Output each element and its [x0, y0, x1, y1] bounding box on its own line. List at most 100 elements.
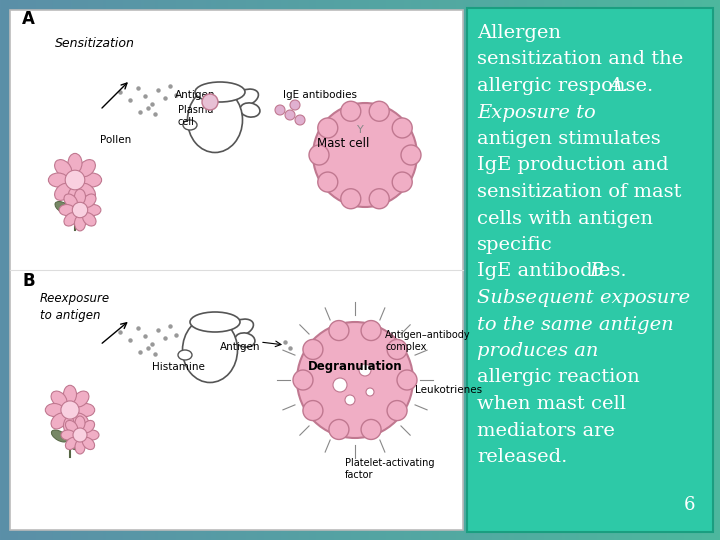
Ellipse shape — [66, 437, 78, 450]
Text: A.: A. — [608, 77, 629, 95]
Text: Sensitization: Sensitization — [55, 37, 135, 50]
Ellipse shape — [55, 201, 73, 214]
FancyBboxPatch shape — [10, 10, 463, 530]
Text: produces an: produces an — [477, 342, 598, 360]
Circle shape — [397, 370, 417, 390]
Circle shape — [359, 364, 371, 376]
Text: Allergen: Allergen — [477, 24, 561, 42]
Circle shape — [366, 388, 374, 396]
Text: 6: 6 — [683, 496, 695, 514]
Ellipse shape — [83, 213, 96, 226]
Text: Pollen: Pollen — [100, 135, 131, 145]
Ellipse shape — [82, 421, 94, 433]
Circle shape — [333, 378, 347, 392]
Ellipse shape — [235, 333, 255, 347]
Text: Platelet-activating
factor: Platelet-activating factor — [345, 458, 434, 481]
Circle shape — [290, 100, 300, 110]
Ellipse shape — [75, 416, 85, 430]
Circle shape — [202, 94, 218, 110]
Text: Reexposure
to antigen: Reexposure to antigen — [40, 292, 110, 322]
Text: Degranulation: Degranulation — [307, 360, 402, 373]
Circle shape — [345, 395, 355, 405]
Circle shape — [61, 401, 79, 419]
Circle shape — [303, 340, 323, 360]
Circle shape — [369, 189, 390, 209]
Text: Mast cell: Mast cell — [317, 137, 369, 150]
Text: Histamine: Histamine — [152, 362, 205, 372]
Text: allergic reaction: allergic reaction — [477, 368, 640, 387]
Circle shape — [318, 172, 338, 192]
Circle shape — [313, 103, 417, 207]
Circle shape — [309, 145, 329, 165]
Ellipse shape — [68, 187, 82, 207]
Text: antigen stimulates: antigen stimulates — [477, 130, 661, 148]
Ellipse shape — [190, 312, 240, 332]
Circle shape — [387, 340, 407, 360]
Circle shape — [387, 401, 407, 421]
Circle shape — [295, 115, 305, 125]
Ellipse shape — [59, 205, 74, 215]
Circle shape — [401, 145, 421, 165]
Ellipse shape — [64, 213, 77, 226]
Text: A: A — [22, 10, 35, 28]
Text: Antigen: Antigen — [220, 342, 261, 352]
Text: B.: B. — [589, 262, 610, 280]
Text: when mast cell: when mast cell — [477, 395, 626, 413]
Ellipse shape — [232, 89, 258, 107]
Ellipse shape — [72, 438, 89, 450]
Circle shape — [369, 102, 390, 122]
Ellipse shape — [73, 391, 89, 407]
Ellipse shape — [76, 403, 95, 416]
Ellipse shape — [63, 386, 76, 403]
Ellipse shape — [182, 318, 238, 382]
Ellipse shape — [195, 82, 245, 102]
Text: sensitization and the: sensitization and the — [477, 51, 683, 69]
Ellipse shape — [82, 437, 94, 450]
Text: Antigen: Antigen — [175, 90, 215, 100]
Ellipse shape — [77, 210, 95, 223]
Circle shape — [329, 420, 349, 440]
Ellipse shape — [68, 153, 82, 173]
Text: Exposure to: Exposure to — [477, 104, 595, 122]
Ellipse shape — [74, 189, 86, 205]
Ellipse shape — [48, 173, 68, 187]
Circle shape — [66, 170, 85, 190]
Circle shape — [275, 105, 285, 115]
Text: IgE antibodies.: IgE antibodies. — [477, 262, 633, 280]
Ellipse shape — [61, 430, 75, 440]
Circle shape — [303, 401, 323, 421]
Text: Y: Y — [356, 125, 364, 135]
Ellipse shape — [78, 160, 95, 177]
Circle shape — [392, 118, 413, 138]
Circle shape — [341, 102, 361, 122]
Text: cells with antigen: cells with antigen — [477, 210, 653, 227]
Ellipse shape — [178, 350, 192, 360]
Circle shape — [293, 370, 313, 390]
Ellipse shape — [74, 215, 86, 231]
Text: sensitization of mast: sensitization of mast — [477, 183, 682, 201]
Ellipse shape — [73, 413, 89, 429]
Circle shape — [73, 428, 87, 442]
Text: allergic response.: allergic response. — [477, 77, 660, 95]
Circle shape — [341, 189, 361, 209]
Circle shape — [361, 420, 381, 440]
Circle shape — [297, 322, 413, 438]
Ellipse shape — [240, 103, 260, 117]
FancyBboxPatch shape — [467, 8, 713, 532]
Circle shape — [285, 110, 295, 120]
Ellipse shape — [64, 194, 77, 207]
Ellipse shape — [187, 87, 243, 152]
Ellipse shape — [55, 184, 71, 200]
Ellipse shape — [66, 421, 78, 433]
Text: B: B — [22, 272, 35, 290]
Text: IgE antibodies: IgE antibodies — [283, 90, 357, 100]
Text: Subsequent exposure: Subsequent exposure — [477, 289, 690, 307]
Text: Leukotrienes: Leukotrienes — [415, 385, 482, 395]
Circle shape — [392, 172, 413, 192]
Text: specific: specific — [477, 236, 553, 254]
Ellipse shape — [51, 391, 67, 407]
Circle shape — [329, 321, 349, 341]
Circle shape — [361, 321, 381, 341]
Ellipse shape — [86, 205, 101, 215]
Text: IgE production and: IgE production and — [477, 157, 669, 174]
